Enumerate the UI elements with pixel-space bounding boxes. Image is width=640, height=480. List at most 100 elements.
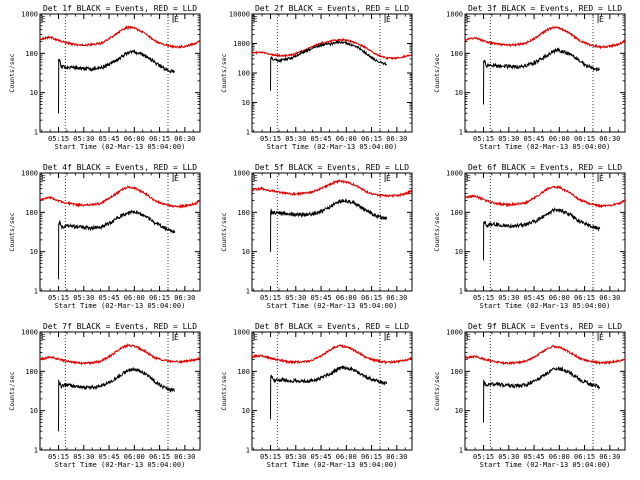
y-axis-label: Counts/sec [8,371,16,410]
x-tick-label: 05:30 [285,294,306,302]
y-tick-label: 1000 [21,329,38,337]
x-tick-label: 05:45 [99,294,120,302]
y-tick-label: 10 [242,248,250,256]
y-tick-label: 100 [450,50,463,58]
detector-panel-7: Det 7f BLACK = Events, RED = LLD 1 10 100 10… [8,322,201,469]
x-axis-label: Start Time (02-Mar-13 05:04:00) [55,143,186,151]
detector-panel-2: Det 2f BLACK = Events, RED = LLD 1 10 100 10… [220,4,413,151]
x-tick-label: 05:30 [498,294,519,302]
y-tick-label: 1 [34,447,38,455]
x-tick-label: 06:00 [336,135,357,143]
detector-panel-3: Det 3f BLACK = Events, RED = LLD 1 10 100 10… [433,4,626,151]
panel-title: Det 6f BLACK = Events, RED = LLD [468,163,622,172]
events-rate-line [483,47,600,105]
x-axis-label: Start Time (02-Mar-13 05:04:00) [267,143,398,151]
y-tick-label: 100 [25,368,38,376]
x-tick-label: 05:15 [48,135,69,143]
y-tick-label: 100 [237,70,250,78]
x-tick-label: 05:15 [260,453,281,461]
lld-rate-line [464,25,626,50]
x-tick-label: 05:30 [73,294,94,302]
x-tick-label: 05:30 [498,135,519,143]
y-tick-label: 10 [30,407,38,415]
y-tick-label: 1000 [233,40,250,48]
y-tick-label: 1 [34,288,38,296]
panel-title: Det 8f BLACK = Events, RED = LLD [255,322,409,331]
e-marker: E [41,15,46,24]
events-rate-line [270,364,388,420]
y-tick-label: 10 [242,407,250,415]
y-tick-label: 1 [246,447,250,455]
y-tick-label: 1000 [446,170,463,178]
e-marker: E [599,15,604,24]
events-rate-line [483,206,601,261]
y-tick-label: 1 [459,288,463,296]
plot-frame [464,331,626,451]
plot-frame [464,172,626,292]
e-marker: E [174,174,179,183]
x-tick-label: 06:15 [149,294,170,302]
x-tick-label: 06:00 [124,135,145,143]
e-marker: E [386,174,391,183]
x-tick-label: 06:15 [149,453,170,461]
x-tick-label: 06:15 [574,453,595,461]
y-tick-label: 1 [459,129,463,137]
detector-panel-6: Det 6f BLACK = Events, RED = LLD 1 10 100 10… [433,163,626,310]
e-marker: E [174,333,179,342]
lld-rate-line [464,185,626,209]
e-marker: E [253,15,258,24]
lld-rate-line [39,343,201,366]
y-tick-label: 1 [34,129,38,137]
lld-rate-line [464,344,626,366]
x-tick-label: 06:15 [361,453,382,461]
x-axis-label: Start Time (02-Mar-13 05:04:00) [55,302,186,310]
x-tick-label: 05:15 [260,294,281,302]
e-marker: E [599,333,604,342]
y-tick-label: 1 [246,129,250,137]
y-tick-label: 10 [242,99,250,107]
x-axis-label: Start Time (02-Mar-13 05:04:00) [480,302,611,310]
y-tick-label: 10 [30,248,38,256]
y-tick-label: 1 [246,288,250,296]
y-tick-label: 10 [455,407,463,415]
y-axis-label: Counts/sec [220,212,228,251]
x-tick-label: 06:15 [574,294,595,302]
e-marker: E [174,15,179,24]
plot-frame [464,13,626,133]
detector-panel-5: Det 5f BLACK = Events, RED = LLD 1 10 100 10… [220,163,413,310]
e-marker: E [253,174,258,183]
x-tick-label: 05:15 [473,135,494,143]
plot-frame [251,331,413,451]
plot-frame [39,172,201,292]
x-tick-label: 06:00 [549,135,570,143]
detector-panel-8: Det 8f BLACK = Events, RED = LLD 1 10 100 10… [220,322,413,469]
events-rate-line [58,366,176,432]
x-tick-label: 06:15 [361,135,382,143]
lld-rate-line [251,37,413,61]
x-tick-label: 06:00 [124,294,145,302]
x-tick-label: 05:15 [473,294,494,302]
x-tick-label: 05:45 [524,135,545,143]
x-tick-label: 06:30 [386,135,407,143]
e-marker: E [386,15,391,24]
x-tick-label: 05:45 [311,135,332,143]
y-tick-label: 100 [450,209,463,217]
plot-frame [39,331,201,451]
x-axis-label: Start Time (02-Mar-13 05:04:00) [480,461,611,469]
e-marker: E [599,174,604,183]
y-axis-label: Counts/sec [433,53,441,92]
panel-title: Det 3f BLACK = Events, RED = LLD [468,4,622,13]
x-tick-label: 06:30 [174,135,195,143]
detector-panel-9: Det 9f BLACK = Events, RED = LLD 1 10 100 10… [433,322,626,469]
lld-rate-line [251,343,413,365]
x-tick-label: 06:00 [336,453,357,461]
e-marker: E [41,174,46,183]
events-rate-line [270,39,388,91]
x-tick-label: 05:30 [73,453,94,461]
y-axis-label: Counts/sec [220,53,228,92]
y-axis-label: Counts/sec [433,212,441,251]
plot-frame [251,172,413,292]
y-tick-label: 100 [237,209,250,217]
y-tick-label: 1000 [21,11,38,19]
x-tick-label: 05:45 [99,453,120,461]
